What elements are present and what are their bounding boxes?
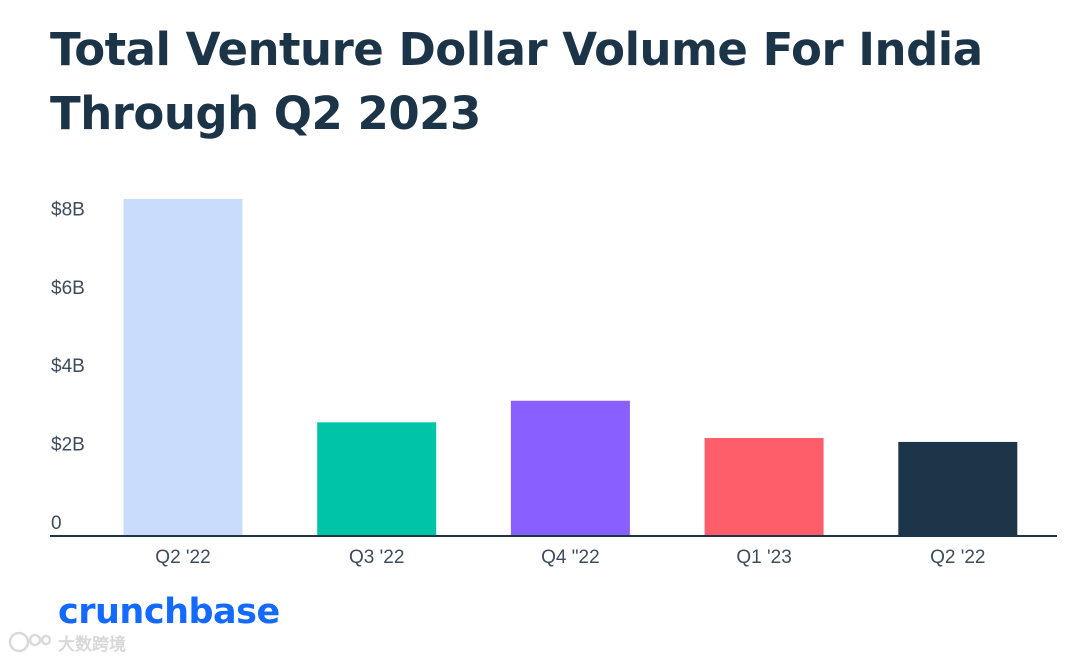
x-tick-label: Q2 '22 [155, 547, 210, 568]
chart-title: Total Venture Dollar Volume For India Th… [50, 18, 1050, 146]
crunchbase-logo: crunchbase [58, 592, 280, 632]
y-tick-label: $8B [51, 199, 85, 220]
x-tick-label: Q3 '22 [349, 547, 404, 568]
bars [123, 198, 1018, 536]
x-tick-label: Q1 '23 [736, 547, 791, 568]
y-tick-label: $4B [51, 356, 85, 377]
y-axis-ticks: 0 $2B $4B $6B $8B [51, 199, 85, 534]
bar [704, 438, 824, 536]
y-tick-label: $2B [51, 435, 85, 456]
bar [317, 422, 437, 536]
chart-title-line-1: Total Venture Dollar Volume For India [50, 23, 983, 76]
bar [898, 441, 1018, 536]
x-tick-label: Q2 '22 [930, 547, 985, 568]
y-tick-label: $6B [51, 278, 85, 299]
y-tick-label: 0 [51, 513, 62, 534]
chart-title-line-2: Through Q2 2023 [50, 87, 481, 140]
x-axis-labels: Q2 '22 Q3 '22 Q4 "22 Q1 '23 Q2 '22 [155, 547, 985, 568]
bar [123, 198, 243, 536]
bar [510, 400, 630, 536]
watermark-logo-icon [8, 631, 52, 653]
watermark: 大数跨境 [6, 628, 126, 656]
x-tick-label: Q4 "22 [541, 547, 600, 568]
watermark-text: 大数跨境 [58, 634, 126, 655]
